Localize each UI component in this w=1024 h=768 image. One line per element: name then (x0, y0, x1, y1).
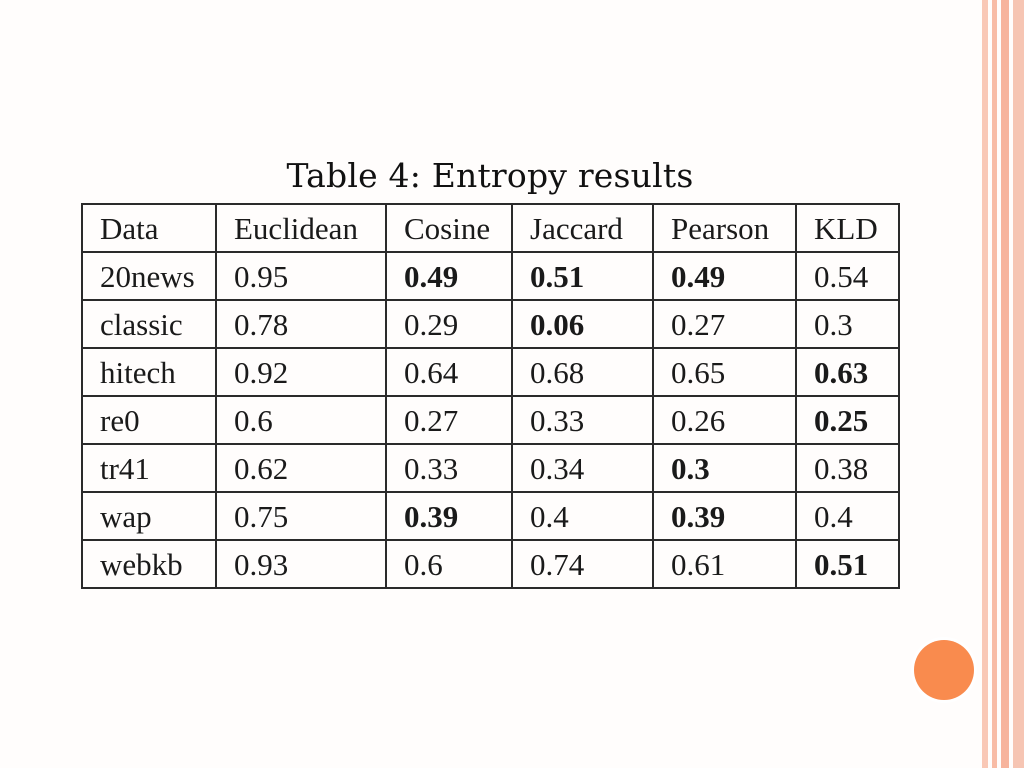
table-cell: 0.95 (215, 251, 387, 301)
column-header: Euclidean (215, 203, 387, 253)
table-caption: Table 4: Entropy results (286, 156, 694, 195)
table-cell: 0.68 (511, 347, 654, 397)
row-label: classic (81, 299, 217, 349)
table-cell: 0.54 (795, 251, 900, 301)
decorative-stripe (1001, 0, 1009, 768)
column-header: Cosine (385, 203, 513, 253)
table-cell: 0.6 (385, 539, 513, 589)
column-header: KLD (795, 203, 900, 253)
entropy-results-table: Data Euclidean Cosine Jaccard Pearson KL… (81, 203, 900, 589)
table-cell: 0.78 (215, 299, 387, 349)
table-cell: 0.34 (511, 443, 654, 493)
row-label: re0 (81, 395, 217, 445)
table-cell: 0.61 (652, 539, 797, 589)
decorative-stripe (992, 0, 997, 768)
table-header-row: Data Euclidean Cosine Jaccard Pearson KL… (81, 203, 900, 253)
column-header: Data (81, 203, 217, 253)
table-cell: 0.33 (385, 443, 513, 493)
table-cell: 0.3 (652, 443, 797, 493)
decorative-stripe (1013, 0, 1024, 768)
table-cell: 0.06 (511, 299, 654, 349)
table-cell: 0.38 (795, 443, 900, 493)
table-cell: 0.75 (215, 491, 387, 541)
table-cell: 0.92 (215, 347, 387, 397)
table-cell: 0.74 (511, 539, 654, 589)
row-label: hitech (81, 347, 217, 397)
column-header: Pearson (652, 203, 797, 253)
table-cell: 0.6 (215, 395, 387, 445)
table-cell: 0.93 (215, 539, 387, 589)
row-label: wap (81, 491, 217, 541)
row-label: tr41 (81, 443, 217, 493)
table-row: tr41 0.62 0.33 0.34 0.3 0.38 (81, 443, 900, 493)
column-header: Jaccard (511, 203, 654, 253)
table-cell: 0.49 (652, 251, 797, 301)
table-row: wap 0.75 0.39 0.4 0.39 0.4 (81, 491, 900, 541)
table-row: hitech 0.92 0.64 0.68 0.65 0.63 (81, 347, 900, 397)
table-cell: 0.65 (652, 347, 797, 397)
table-cell: 0.63 (795, 347, 900, 397)
table-cell: 0.62 (215, 443, 387, 493)
table-cell: 0.3 (795, 299, 900, 349)
row-label: webkb (81, 539, 217, 589)
table-row: webkb 0.93 0.6 0.74 0.61 0.51 (81, 539, 900, 589)
table-cell: 0.4 (511, 491, 654, 541)
table-cell: 0.51 (511, 251, 654, 301)
table-cell: 0.27 (385, 395, 513, 445)
decorative-circle (914, 640, 974, 700)
table-cell: 0.39 (385, 491, 513, 541)
table-cell: 0.29 (385, 299, 513, 349)
table-cell: 0.51 (795, 539, 900, 589)
decorative-stripe (982, 0, 988, 768)
table-row: re0 0.6 0.27 0.33 0.26 0.25 (81, 395, 900, 445)
table-cell: 0.4 (795, 491, 900, 541)
table-cell: 0.25 (795, 395, 900, 445)
row-label: 20news (81, 251, 217, 301)
table-cell: 0.26 (652, 395, 797, 445)
table-cell: 0.39 (652, 491, 797, 541)
table-cell: 0.27 (652, 299, 797, 349)
table-cell: 0.33 (511, 395, 654, 445)
table-cell: 0.64 (385, 347, 513, 397)
table-row: 20news 0.95 0.49 0.51 0.49 0.54 (81, 251, 900, 301)
table-cell: 0.49 (385, 251, 513, 301)
table-row: classic 0.78 0.29 0.06 0.27 0.3 (81, 299, 900, 349)
